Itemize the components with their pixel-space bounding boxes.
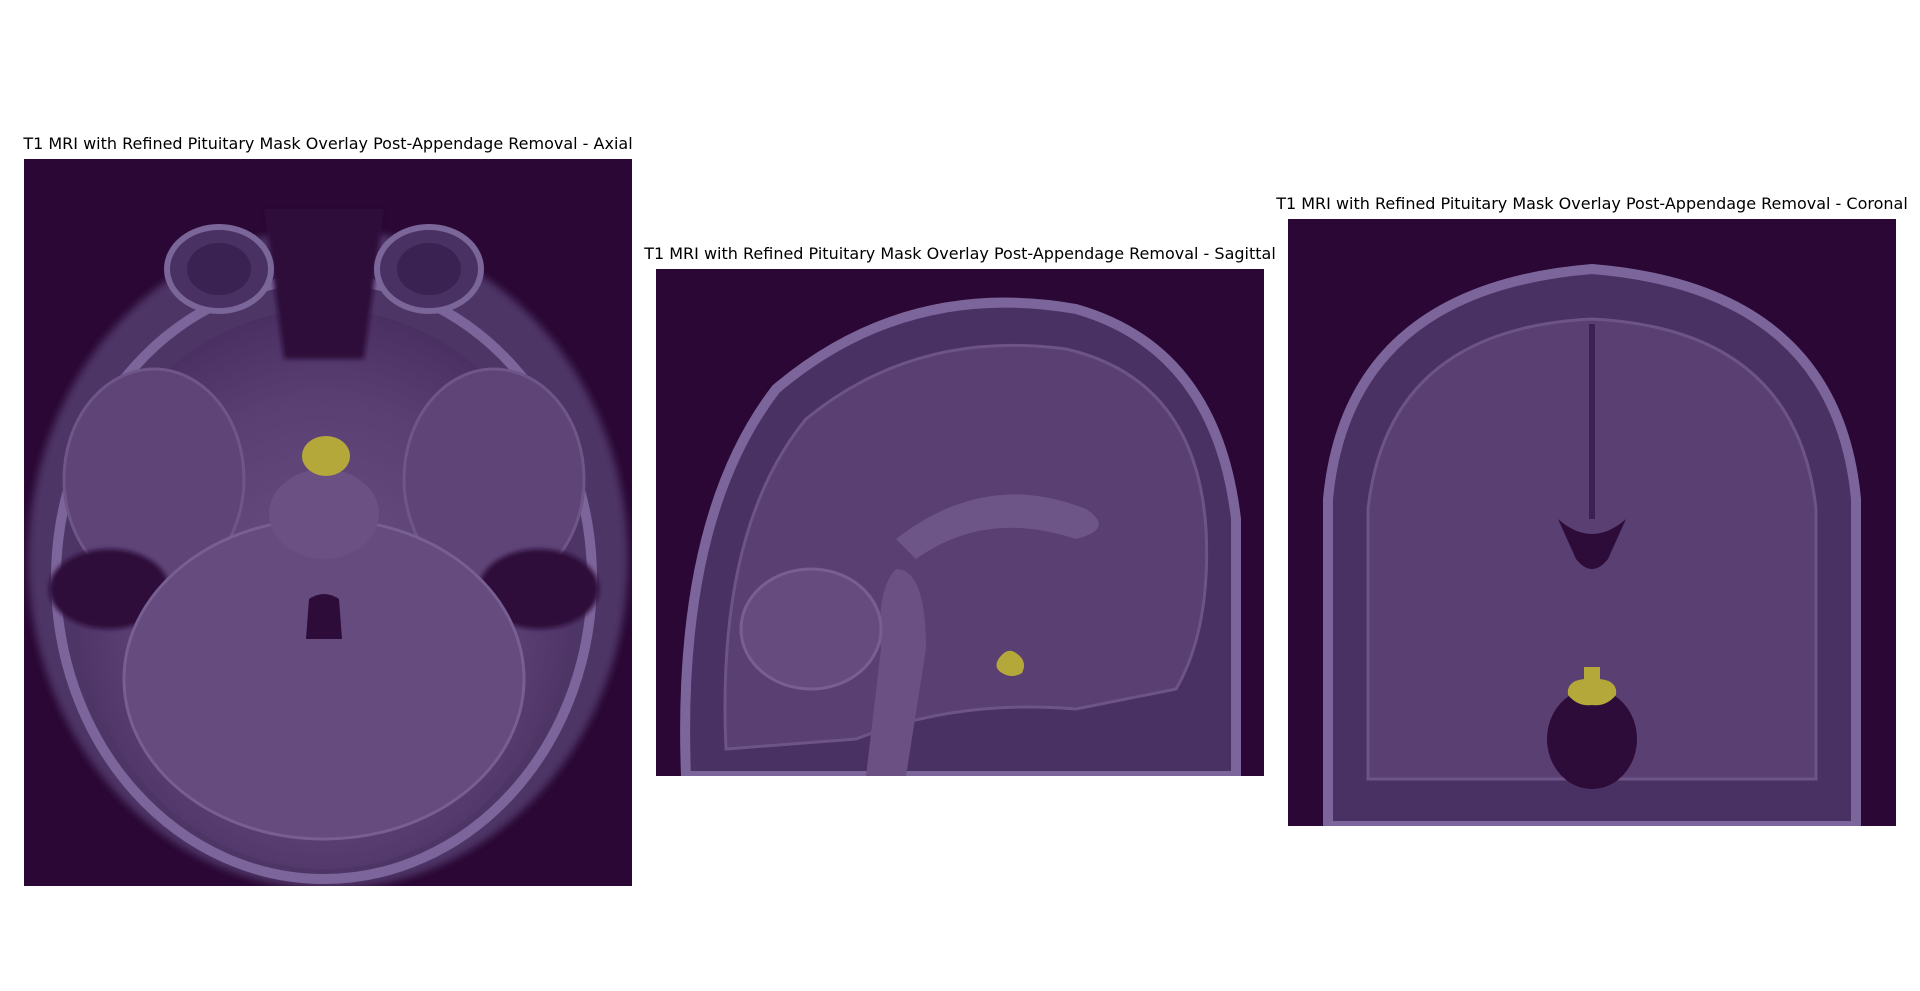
coronal-sphenoid-region [1547, 689, 1637, 789]
coronal-mri-image [1288, 219, 1896, 826]
axial-mri-image [24, 159, 632, 886]
sagittal-mri-svg [656, 269, 1264, 776]
coronal-ventricles [1558, 519, 1626, 569]
axial-panel-title: T1 MRI with Refined Pituitary Mask Overl… [23, 134, 633, 153]
axial-left-mastoid [49, 549, 169, 629]
axial-brainstem [269, 469, 379, 559]
coronal-mri-svg [1288, 219, 1896, 826]
axial-right-eye-inner [397, 243, 461, 295]
axial-right-mastoid [479, 549, 599, 629]
axial-left-eye-inner [187, 243, 251, 295]
sagittal-corpus-callosum [896, 494, 1099, 559]
sagittal-cerebellum [739, 567, 883, 691]
axial-fourth-ventricle [306, 594, 342, 639]
coronal-panel-title: T1 MRI with Refined Pituitary Mask Overl… [1276, 194, 1908, 213]
sagittal-panel-title: T1 MRI with Refined Pituitary Mask Overl… [644, 244, 1276, 263]
axial-cerebellum [122, 517, 526, 841]
axial-nasal-cavity [264, 209, 384, 359]
sagittal-mri-image [656, 269, 1264, 776]
axial-mri-svg [24, 159, 632, 886]
coronal-pituitary-mask [1567, 667, 1617, 706]
axial-pituitary-mask [302, 436, 350, 476]
sagittal-pituitary-mask [996, 650, 1024, 676]
